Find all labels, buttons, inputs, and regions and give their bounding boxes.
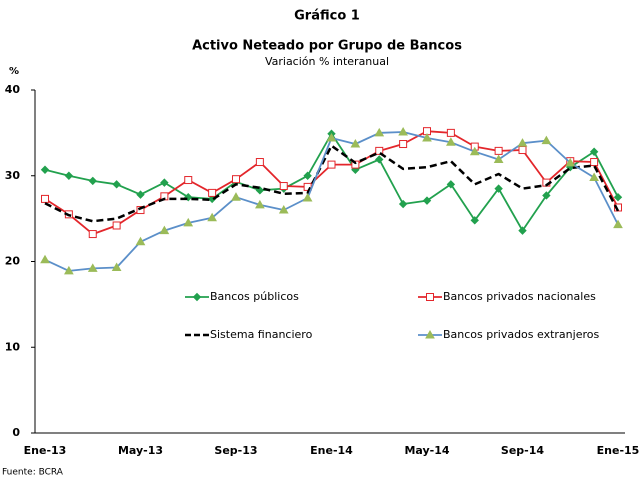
point (88, 230, 97, 239)
y-tick-label: 40 (5, 83, 21, 96)
point (590, 158, 599, 167)
point (64, 171, 74, 180)
point (589, 172, 599, 181)
x-tick-label: Sep-13 (214, 444, 257, 457)
legend-marker (192, 292, 202, 302)
series-line (44, 144, 620, 223)
y-tick-label: 0 (12, 426, 20, 439)
point (183, 217, 194, 227)
point (613, 219, 623, 229)
point (255, 158, 264, 167)
chart-subtitle: Activo Neteado por Grupo de Bancos (192, 39, 462, 54)
chart-subtitle2: Variación % interanual (265, 55, 389, 68)
point (517, 138, 528, 147)
point (40, 165, 50, 174)
point (159, 225, 170, 235)
point (112, 180, 121, 189)
point (64, 265, 74, 275)
point (160, 178, 169, 187)
point (446, 128, 455, 137)
point (614, 203, 622, 212)
point (613, 192, 623, 202)
x-tick-label: Ene-14 (310, 444, 353, 457)
point (398, 127, 408, 136)
point (40, 254, 50, 264)
point (541, 135, 552, 145)
point (470, 216, 479, 225)
point (494, 184, 503, 193)
point (469, 146, 480, 156)
point (87, 263, 98, 272)
legend-marker (425, 329, 435, 339)
point (207, 212, 217, 222)
point (278, 205, 289, 214)
point (184, 192, 193, 202)
point (112, 221, 121, 230)
legend-marker (426, 293, 434, 301)
point (494, 146, 503, 155)
point (422, 133, 432, 142)
chart-title: Gráfico 1 (294, 9, 360, 24)
point (350, 139, 361, 148)
point (375, 155, 384, 164)
point (351, 160, 360, 169)
point (255, 186, 265, 195)
point (184, 176, 193, 185)
point (422, 196, 432, 205)
point (327, 160, 336, 169)
point (88, 176, 97, 186)
series-line (44, 131, 619, 272)
y-axis-label: % (9, 66, 19, 77)
point (518, 226, 527, 235)
x-tick-label: Sep-14 (501, 444, 544, 457)
point (232, 175, 240, 184)
x-tick-label: Ene-13 (24, 444, 67, 457)
point (208, 188, 217, 197)
point (136, 190, 145, 199)
legend-label: Bancos privados extranjeros (443, 328, 599, 341)
legend-label: Bancos públicos (210, 290, 299, 303)
point (542, 191, 551, 200)
point (135, 236, 146, 246)
point (375, 146, 384, 155)
point (136, 206, 145, 215)
point (41, 194, 49, 203)
point (303, 171, 312, 180)
y-tick-label: 20 (5, 255, 21, 268)
series-line (44, 130, 619, 235)
point (398, 199, 408, 209)
x-tick-label: May-14 (404, 444, 449, 457)
point (399, 140, 408, 149)
y-tick-label: 10 (5, 340, 21, 353)
legend-label: Bancos privados nacionales (443, 290, 596, 303)
point (231, 192, 241, 201)
point (446, 137, 456, 146)
point (374, 127, 385, 137)
x-tick-label: Ene-15 (597, 444, 640, 457)
x-tick-label: May-13 (118, 444, 163, 457)
point (446, 180, 456, 189)
point (326, 133, 337, 142)
legend-label: Sistema financiero (210, 328, 313, 341)
point (589, 147, 599, 156)
point (518, 146, 527, 155)
point (279, 182, 288, 191)
point (255, 199, 265, 209)
y-tick-label: 30 (5, 169, 21, 182)
point (302, 193, 313, 202)
point (493, 154, 504, 163)
point (111, 262, 122, 272)
source: Fuente: BCRA (2, 468, 64, 477)
point (565, 157, 576, 167)
